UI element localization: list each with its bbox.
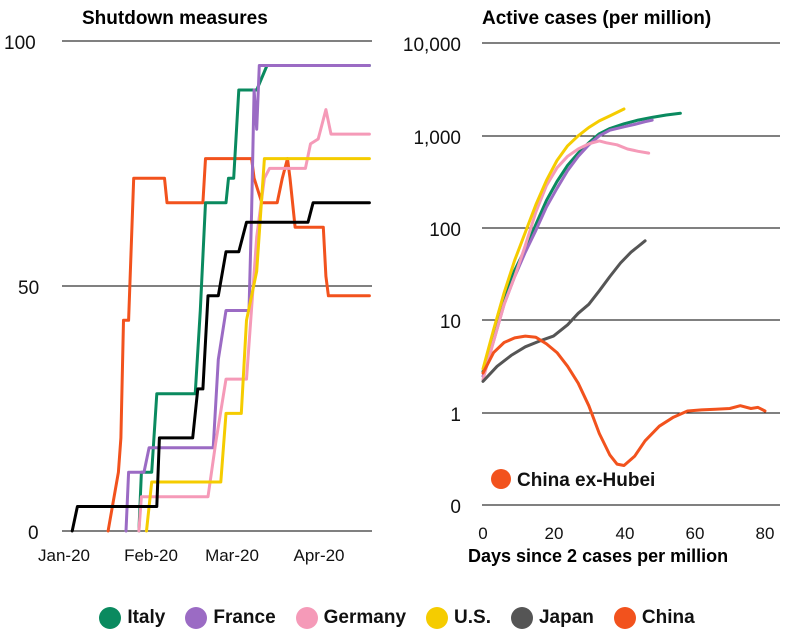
legend-swatch-japan <box>510 607 533 629</box>
left-series-china <box>106 157 371 533</box>
right-xtick-20: 20 <box>545 524 564 543</box>
legend-label-us: U.S. <box>454 607 491 628</box>
right-panel: Active cases (per million) 10,000 1,000 … <box>403 8 780 566</box>
right-series-germany <box>481 139 651 382</box>
left-xtick-feb: Feb-20 <box>124 546 178 565</box>
left-xtick-jan: Jan-20 <box>38 546 90 565</box>
legend-label-japan: Japan <box>538 607 594 628</box>
right-ytick-1000: 1,000 <box>413 128 461 149</box>
right-ytick-10000: 10,000 <box>403 35 461 56</box>
legend-label-france: France <box>213 607 276 628</box>
right-xtick-60: 60 <box>686 524 705 543</box>
china-annotation-dot <box>491 469 511 489</box>
right-ytick-0: 0 <box>450 497 461 518</box>
right-series-u-s <box>481 107 626 371</box>
legend-swatch-france <box>185 607 208 629</box>
legend-swatch-us <box>426 607 449 629</box>
legend-swatch-china <box>613 607 636 629</box>
legend-item-france: France <box>185 607 276 629</box>
legend-item-us: U.S. <box>426 607 491 629</box>
left-series-u-s <box>145 157 371 533</box>
left-series-france <box>124 64 371 533</box>
right-series-france <box>481 118 654 378</box>
left-ytick-100: 100 <box>4 33 36 54</box>
left-xtick-apr: Apr-20 <box>293 546 344 565</box>
legend: Italy France Germany U.S. Japan China <box>0 600 794 636</box>
right-series-italy <box>481 111 682 374</box>
legend-item-china: China <box>613 607 695 629</box>
right-ytick-10: 10 <box>440 312 461 333</box>
legend-label-china: China <box>641 607 695 628</box>
right-xtick-40: 40 <box>616 524 635 543</box>
right-xtick-80: 80 <box>756 524 775 543</box>
right-xaxis-label: Days since 2 cases per million <box>468 546 728 566</box>
right-series-china <box>481 334 767 467</box>
left-chart-title: Shutdown measures <box>82 8 268 29</box>
china-annotation-label: China ex-Hubei <box>517 470 655 491</box>
right-chart-title: Active cases (per million) <box>482 8 711 29</box>
right-xtick-0: 0 <box>478 524 487 543</box>
left-ytick-0: 0 <box>28 523 39 544</box>
left-series-composite <box>70 201 371 533</box>
legend-label-italy: Italy <box>127 607 166 628</box>
legend-label-germany: Germany <box>323 607 407 628</box>
legend-swatch-germany <box>295 607 318 629</box>
legend-item-italy: Italy <box>99 607 165 629</box>
legend-swatch-italy <box>99 607 122 629</box>
legend-item-japan: Japan <box>510 607 594 629</box>
right-ytick-100: 100 <box>429 220 461 241</box>
left-series-group <box>70 64 371 533</box>
right-series-group <box>481 107 767 467</box>
legend-item-germany: Germany <box>295 607 407 629</box>
right-series-japan <box>481 239 647 383</box>
right-ytick-1: 1 <box>450 405 461 426</box>
left-panel: Shutdown measures 100 50 0 Jan-20 Feb-20… <box>4 8 372 565</box>
left-ytick-50: 50 <box>18 278 39 299</box>
left-xtick-mar: Mar-20 <box>205 546 259 565</box>
